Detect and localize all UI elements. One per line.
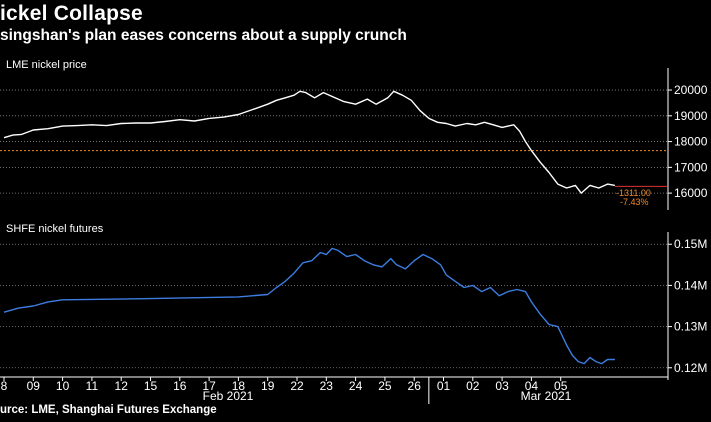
lme-y-tick-label: 19000	[674, 109, 708, 123]
panel-label-lme: LME nickel price	[6, 59, 87, 71]
x-tick-label: 26	[408, 379, 422, 393]
x-tick-label: 10	[56, 379, 70, 393]
month-label-mar: Mar 2021	[521, 389, 572, 403]
x-tick-label: 11	[86, 379, 99, 393]
month-label-feb: Feb 2021	[203, 389, 254, 403]
shfe-y-tick-label: 0.14M	[674, 278, 707, 292]
x-tick-label: 18	[232, 379, 246, 393]
panel-label-shfe: SHFE nickel futures	[6, 223, 104, 235]
chart-subtitle: singshan's plan eases concerns about a s…	[0, 27, 407, 44]
x-tick-label: 23	[320, 379, 334, 393]
shfe-y-tick-label: 0.15M	[674, 237, 707, 251]
x-tick-label: 8	[1, 379, 8, 393]
lme-y-tick-label: 16000	[674, 186, 708, 200]
shfe-y-tick-label: 0.12M	[674, 361, 707, 375]
x-tick-label: 04	[525, 379, 539, 393]
x-tick-label: 01	[437, 379, 451, 393]
change-percent-annotation: -7.43%	[620, 197, 649, 207]
x-tick-label: 12	[115, 379, 129, 393]
x-tick-label: 17	[202, 379, 216, 393]
shfe-y-tick-label: 0.13M	[674, 320, 707, 334]
lme-y-tick-label: 17000	[674, 160, 708, 174]
x-tick-label: 16	[173, 379, 187, 393]
x-tick-label: 25	[378, 379, 392, 393]
lme-y-tick-label: 18000	[674, 135, 708, 149]
x-tick-label: 24	[349, 379, 363, 393]
lme-series-line	[3, 90, 616, 194]
x-tick-label: 19	[261, 379, 275, 393]
shfe-series-line	[3, 247, 615, 365]
chart-title: ickel Collapse	[0, 2, 143, 25]
source-note: urce: LME, Shanghai Futures Exchange	[0, 404, 217, 416]
x-tick-label: 09	[27, 379, 41, 393]
x-tick-label: 15	[144, 379, 158, 393]
lme-y-tick-label: 20000	[674, 83, 708, 97]
x-tick-label: 22	[290, 379, 304, 393]
change-value-annotation: -1311.00	[616, 188, 651, 198]
x-tick-label: 03	[495, 379, 509, 393]
x-tick-label: 02	[466, 379, 480, 393]
x-tick-label: 05	[554, 379, 568, 393]
